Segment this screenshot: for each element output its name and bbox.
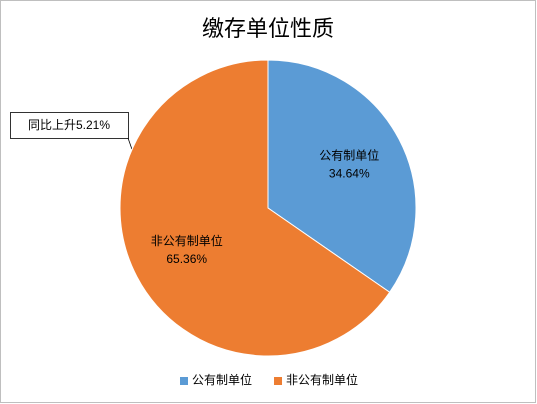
slice-category-label: 公有制单位 [319,148,379,163]
legend-label: 公有制单位 [192,372,252,387]
slice-category-label: 非公有制单位 [151,233,223,248]
annotation: 同比上升5.21% [28,118,110,132]
legend-swatch [274,377,283,385]
slice-value-label: 65.36% [166,252,207,266]
legend-label: 非公有制单位 [286,372,358,387]
legend-swatch [180,377,188,385]
annotation-box [10,112,129,139]
slice-value-label: 34.64% [329,167,370,181]
chart-title: 缴存单位性质 [202,16,334,41]
pie-slice [267,59,417,293]
pie-slice [119,59,391,357]
